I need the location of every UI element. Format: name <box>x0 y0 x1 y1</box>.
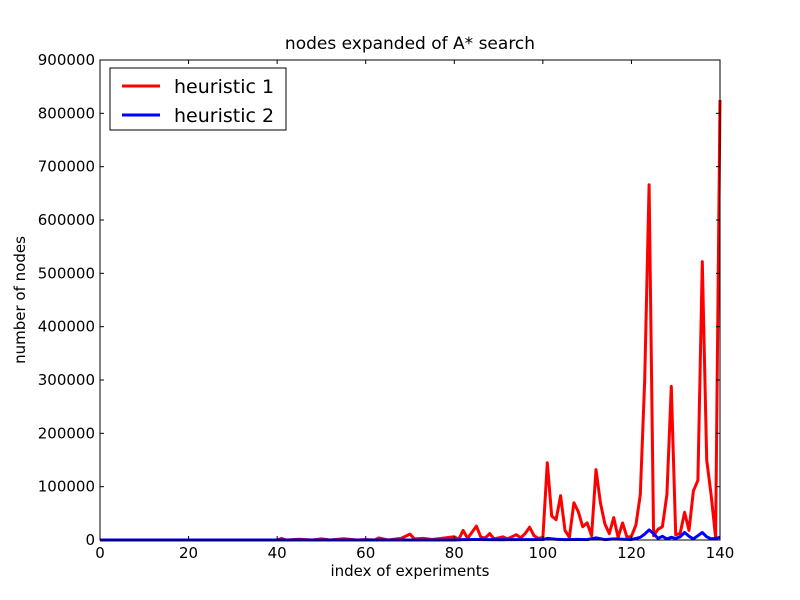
y-tick-label: 0 <box>85 531 95 549</box>
y-tick-label: 400000 <box>38 318 95 336</box>
plot-frame <box>99 59 721 541</box>
y-tick-label: 600000 <box>38 211 95 229</box>
legend: heuristic 1 heuristic 2 <box>109 67 287 131</box>
y-tick-label: 900000 <box>38 51 95 69</box>
x-tick-label: 0 <box>95 544 105 562</box>
x-tick-label: 140 <box>706 544 735 562</box>
y-tick-label: 700000 <box>38 158 95 176</box>
x-tick-label: 60 <box>356 544 375 562</box>
plot-lines <box>100 99 722 542</box>
y-tick-label: 800000 <box>38 104 95 122</box>
y-tick-label: 300000 <box>38 371 95 389</box>
y-tick-label: 200000 <box>38 424 95 442</box>
chart-title: nodes expanded of A* search <box>285 34 535 54</box>
legend-label-heuristic-1: heuristic 1 <box>174 76 274 98</box>
y-axis-label: number of nodes <box>11 236 29 364</box>
x-tick-label: 20 <box>179 544 198 562</box>
x-tick-label: 40 <box>268 544 287 562</box>
x-axis-label: index of experiments <box>330 562 489 580</box>
series-line-heuristic-1 <box>100 99 722 542</box>
x-tick-label: 80 <box>445 544 464 562</box>
y-tick-label: 100000 <box>38 478 95 496</box>
legend-box <box>109 67 287 131</box>
x-tick-label: 100 <box>529 544 558 562</box>
y-tick-label: 500000 <box>38 264 95 282</box>
x-tick-label: 120 <box>617 544 646 562</box>
y-axis-ticks: 0 100000 200000 300000 400000 500000 600000 700… <box>38 51 720 549</box>
legend-label-heuristic-2: heuristic 2 <box>174 105 274 127</box>
x-axis-ticks: 0 20 40 60 80 100 120 140 <box>95 60 734 562</box>
